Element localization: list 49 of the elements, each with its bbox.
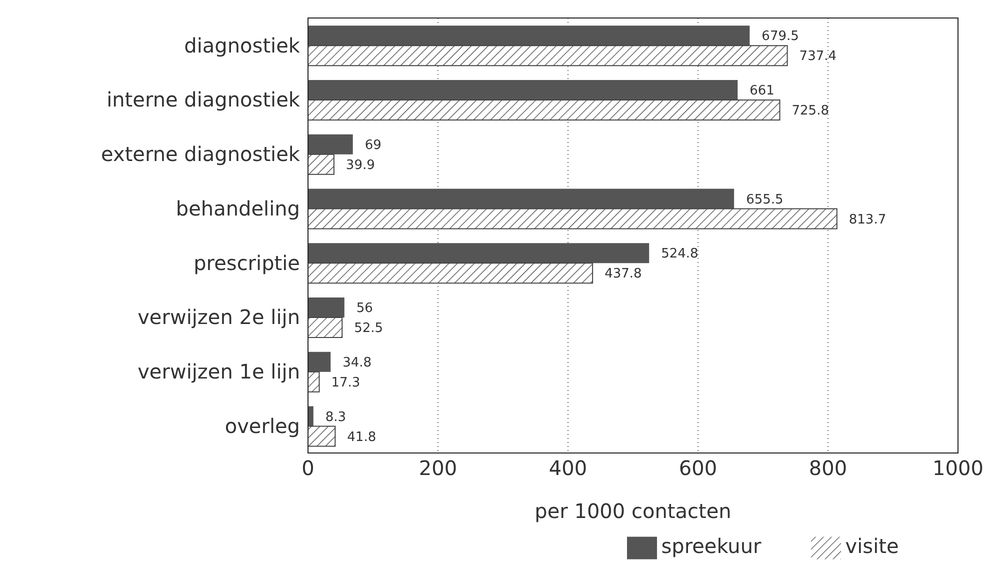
data-label: 17.3 — [331, 375, 360, 390]
y-tick-label: behandeling — [176, 196, 300, 220]
y-tick-label: interne diagnostiek — [106, 88, 300, 112]
data-label: 41.8 — [347, 430, 376, 445]
y-tick-label: diagnostiek — [184, 33, 300, 58]
y-tick-label: verwijzen 2e lijn — [138, 305, 300, 330]
data-label: 655.5 — [746, 192, 784, 208]
bar — [308, 352, 331, 372]
data-label: 524.8 — [661, 246, 698, 262]
x-axis-title: per 1000 contacten — [534, 499, 732, 523]
legend-label: visite — [845, 534, 899, 558]
x-tick-label: 200 — [418, 456, 458, 480]
y-tick-label: prescriptie — [194, 250, 300, 275]
bar — [308, 262, 594, 284]
data-label: 813.7 — [848, 212, 886, 228]
data-label: 725.8 — [792, 104, 829, 119]
bar — [308, 426, 336, 447]
data-label: 34.8 — [342, 355, 372, 370]
bar — [308, 45, 788, 66]
data-label: 39.9 — [346, 158, 375, 173]
bar — [308, 243, 650, 264]
data-label: 8.3 — [325, 410, 346, 425]
x-tick-label: 600 — [678, 456, 718, 480]
data-label: 52.5 — [354, 321, 384, 336]
bar — [308, 80, 738, 100]
x-tick-label: 800 — [808, 456, 848, 480]
data-label: 69 — [364, 138, 382, 153]
data-label: 661 — [750, 84, 774, 99]
bar — [308, 26, 750, 46]
x-tick-label: 400 — [548, 456, 588, 480]
x-tick-label: 0 — [302, 456, 314, 480]
bar — [308, 316, 343, 338]
bar — [308, 297, 344, 318]
data-label: 737.4 — [799, 49, 837, 64]
bar — [308, 406, 314, 426]
data-label: 679.5 — [762, 29, 799, 44]
legend-label: spreekuur — [661, 534, 762, 558]
data-label: 56 — [356, 301, 373, 316]
x-tick-label: 1000 — [932, 456, 984, 480]
y-tick-label: overleg — [224, 414, 300, 438]
bar — [308, 371, 320, 392]
y-tick-label: verwijzen 1e lijn — [138, 360, 300, 384]
bar — [308, 99, 780, 120]
y-tick-label: externe diagnostiek — [101, 142, 300, 166]
data-label: 437.8 — [604, 266, 642, 282]
bar — [308, 208, 838, 230]
bar — [308, 188, 734, 209]
bar — [308, 134, 353, 154]
bar — [308, 154, 334, 175]
